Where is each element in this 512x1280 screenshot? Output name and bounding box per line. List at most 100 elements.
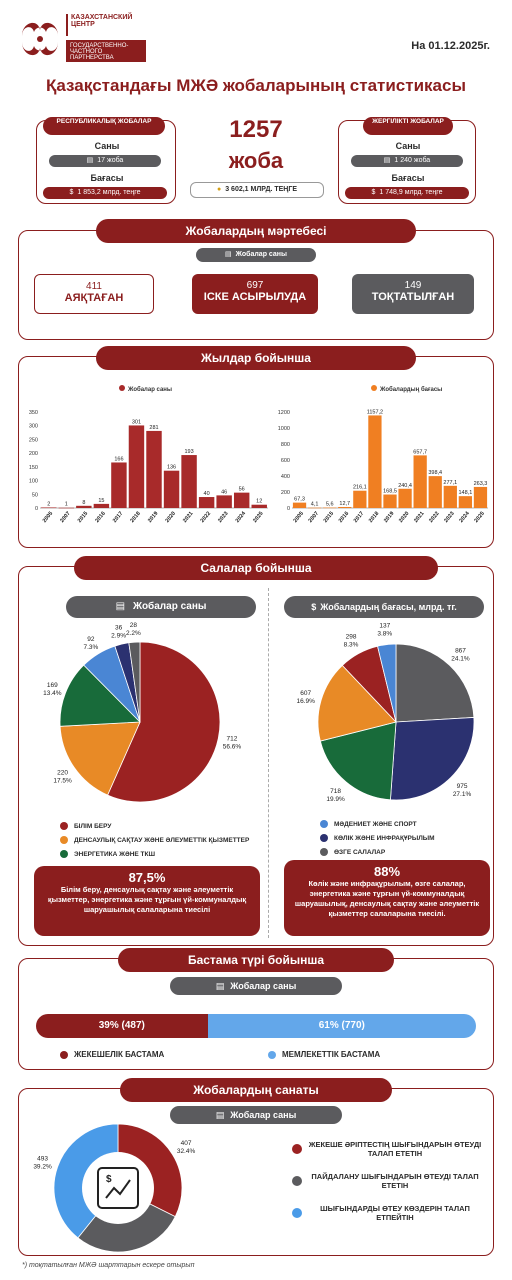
legend-dot [119,385,125,391]
slice-value-label: 298 [346,633,357,640]
bar [353,490,367,508]
doc-icon: ▤ [383,157,391,164]
status-title: Жобалардың мәртебесі [96,219,416,243]
private-bar: 39% (487) [36,1014,208,1038]
public-bar-text: 61% (770) [318,1020,365,1031]
logo-text-4: ЧАСТНОГО ПАРТНЕРСТВА [70,49,114,61]
data-label: 166 [114,456,123,462]
y-tick-label: 0 [287,506,290,512]
slice-pct-label: 27.1% [453,791,472,798]
legend-dot [320,820,328,829]
data-label: 398,4 [428,470,442,476]
stopped-value: 149 [404,280,422,291]
republican-value-text: 1 853,2 млрд. теңге [77,189,141,196]
data-label: 136 [167,465,176,471]
bar [443,485,457,508]
private-legend-text: ЖЕКЕШЕЛІК БАСТАМА [74,1050,165,1059]
slice-pct-label: 8.3% [344,641,359,648]
y-tick-label: 200 [281,490,290,496]
slice-pct-label: 17.5% [53,777,72,784]
local-count-label: Саны [395,141,421,151]
bar [128,425,145,508]
y-tick-label: 1000 [278,426,290,432]
bar [93,503,110,508]
private-legend: ЖЕКЕШЕЛІК БАСТАМА [60,1050,164,1059]
slice-value-label: 407 [181,1140,192,1147]
sector-value-header-text: Жобалардың бағасы, млрд. тг. [320,602,457,612]
bar [181,455,197,508]
doc-icon: ▤ [86,157,94,164]
pie-slice [395,643,475,723]
y-tick-label: 250 [29,437,38,443]
bar [41,507,57,509]
report-date: На 01.12.2025г. [411,40,490,52]
x-tick-label: 2021 [413,511,425,524]
years-title: Жылдар бойынша [96,346,416,370]
pie-slice [389,717,475,801]
left-note-pct: 87,5% [128,870,166,885]
legend-label: ЭНЕРГЕТИКА ЖӘНЕ ТКШ [74,851,156,858]
local-count: ▤ 1 240 жоба [351,155,463,167]
category-subtitle-text: Жобалар саны [230,1110,297,1120]
public-legend: МЕМЛЕКЕТТІК БАСТАМА [268,1050,380,1059]
slice-value-label: 975 [457,783,468,790]
legend-item: ДЕНСАУЛЫҚ САҚТАУ ЖӘНЕ ӘЛЕУМЕТТІК ҚЫЗМЕТТ… [60,834,270,848]
initiative-subtitle-text: Жобалар саны [230,981,297,991]
y-tick-label: 150 [29,465,38,471]
slice-pct-label: 56.6% [223,743,242,750]
data-label: 193 [184,449,193,455]
logo-text-1: КАЗАХСТАНСКИЙ [71,14,133,21]
bar [307,507,322,509]
y-tick-label: 400 [281,474,290,480]
legend-dot [371,385,377,391]
republican-count: ▤ 17 жоба [49,155,161,167]
x-tick-label: 2016 [94,511,106,524]
slice-value-label: 28 [130,622,138,629]
data-label: 15 [98,498,104,504]
bar [383,494,397,508]
sector-right-legend: МӘДЕНИЕТ ЖӘНЕ СПОРТ КӨЛІК ЖӘНЕ ИНФРАҚҰРЫЛ… [320,818,490,860]
y-tick-label: 50 [32,492,38,498]
legend-label: ДЕНСАУЛЫҚ САҚТАУ ЖӘНЕ ӘЛЕУМЕТТІК ҚЫЗМЕТТ… [74,837,250,844]
local-value-label: Бағасы [391,173,425,183]
left-note-text: Білім беру, денсаулық сақтау және әлеуме… [47,885,247,914]
legend-label: ЖЕКЕШЕ ӘРІПТЕСТІҢ ШЫҒЫНДАРЫН ӨТЕУДІ ТАЛА… [308,1140,482,1158]
coins-icon: ● [216,186,222,193]
right-note-pct: 88% [373,864,401,879]
data-label: 40 [204,491,210,497]
legend-label: ПАЙДАЛАНУ ШЫҒЫНДАРЫН ӨТЕУДІ ТАЛАП ЕТЕТІН [311,1172,479,1190]
category-legend-item: ЖЕКЕШЕ ӘРІПТЕСТІҢ ШЫҒЫНДАРЫН ӨТЕУДІ ТАЛА… [292,1140,482,1158]
ornament-icon [22,22,58,56]
bar [398,488,412,508]
total-unit: жоба [228,148,284,173]
x-tick-label: 2018 [129,511,141,524]
pie-slice [59,664,141,727]
data-label: 240,4 [398,483,412,489]
legend-dot [60,836,68,845]
x-tick-label: 2015 [323,511,335,524]
legend-item: БІЛІМ БЕРУ [60,820,270,834]
republican-label: РЕСПУБЛИКАЛЫҚ ЖОБАЛАР [43,117,165,135]
legend-label: МӘДЕНИЕТ ЖӘНЕ СПОРТ [334,821,417,828]
republican-count-label: Саны [94,141,120,151]
x-tick-label: 2018 [368,511,380,524]
slice-pct-label: 24.1% [451,656,470,663]
data-label: 281 [149,425,158,431]
in-progress-label: ІСКЕ АСЫРЫЛУДА [203,291,307,303]
in-progress-value: 697 [246,280,264,291]
legend-item: КӨЛІК ЖӘНЕ ИНФРАҚҰРЫЛЫМ [320,832,490,846]
x-tick-label: 2019 [383,511,395,524]
legend-text: Жобалар саны [127,386,172,393]
bar [428,476,442,508]
slice-value-label: 718 [330,788,341,795]
slice-value-label: 169 [47,682,58,689]
legend-item: МӘДЕНИЕТ ЖӘНЕ СПОРТ [320,818,490,832]
bar [58,507,75,509]
bar [251,504,267,508]
data-label: 1157,2 [367,409,383,415]
sector-count-header: ▤ Жобалар саны [66,596,256,618]
bar [198,497,215,508]
bar [146,430,162,508]
slice-pct-label: 39.2% [33,1163,52,1170]
